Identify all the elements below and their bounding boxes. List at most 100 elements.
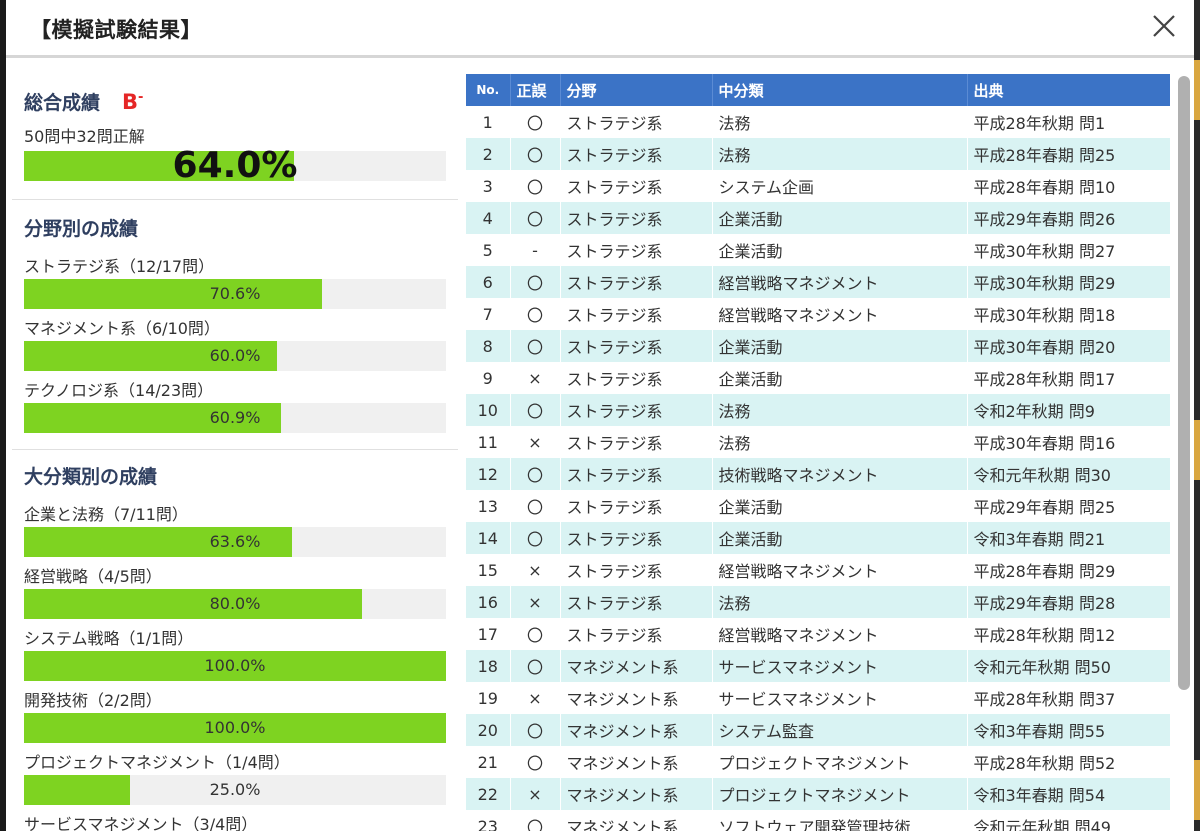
- score-progress-bar: 70.6%: [24, 279, 446, 309]
- field-cell: マネジメント系: [560, 682, 713, 714]
- backdrop-left-edge: [0, 0, 6, 831]
- table-row[interactable]: 17 〇ストラテジ系 経営戦略マネジメント 平成28年秋期 問12: [466, 618, 1170, 650]
- table-row[interactable]: 15 × ストラテジ系 経営戦略マネジメント 平成28年春期 問29: [466, 554, 1170, 586]
- field-cell: マネジメント系: [560, 650, 713, 682]
- source-cell: 平成29年春期 問26: [967, 202, 1170, 234]
- scrollbar-thumb[interactable]: [1178, 76, 1190, 690]
- table-row[interactable]: 6 〇ストラテジ系 経営戦略マネジメント 平成30年秋期 問29: [466, 266, 1170, 298]
- table-row[interactable]: 8 〇ストラテジ系 企業活動 平成30年春期 問20: [466, 330, 1170, 362]
- score-item-label: テクノロジ系（14/23問）: [24, 381, 214, 400]
- category-cell: サービスマネジメント: [712, 650, 968, 682]
- row-number: 1: [466, 106, 511, 138]
- table-row[interactable]: 2 〇ストラテジ系 法務 平成28年春期 問25: [466, 138, 1170, 170]
- score-progress-fill: [24, 589, 362, 619]
- category-heading: 大分類別の成績: [24, 466, 158, 488]
- category-cell: 経営戦略マネジメント: [712, 554, 968, 586]
- correctness-mark: 〇: [510, 202, 561, 234]
- source-cell: 令和元年秋期 問50: [967, 650, 1170, 682]
- grade-letter: B: [122, 90, 139, 114]
- correctness-mark: 〇: [510, 810, 561, 831]
- row-number: 2: [466, 138, 511, 170]
- table-row[interactable]: 9 × ストラテジ系 企業活動 平成28年秋期 問17: [466, 362, 1170, 394]
- table-row[interactable]: 11 × ストラテジ系 法務 平成30年春期 問16: [466, 426, 1170, 458]
- close-button[interactable]: [1148, 10, 1180, 42]
- category-cell: 法務: [712, 138, 968, 170]
- score-progress-fill: [24, 651, 446, 681]
- source-cell: 令和3年春期 問55: [967, 714, 1170, 746]
- table-row[interactable]: 19 × マネジメント系 サービスマネジメント 平成28年秋期 問37: [466, 682, 1170, 714]
- row-number: 7: [466, 298, 511, 330]
- table-row[interactable]: 22 × マネジメント系 プロジェクトマネジメント 令和3年春期 問54: [466, 778, 1170, 810]
- category-cell: 法務: [712, 426, 968, 458]
- source-cell: 平成30年春期 問16: [967, 426, 1170, 458]
- source-cell: 令和元年秋期 問30: [967, 458, 1170, 490]
- field-cell: ストラテジ系: [560, 586, 713, 618]
- row-number: 18: [466, 650, 511, 682]
- overall-count: 50問中32問正解: [24, 127, 145, 146]
- source-cell: 平成28年春期 問25: [967, 138, 1170, 170]
- category-cell: 経営戦略マネジメント: [712, 266, 968, 298]
- table-row[interactable]: 16 × ストラテジ系 法務 平成29年春期 問28: [466, 586, 1170, 618]
- row-number: 11: [466, 426, 511, 458]
- score-item-label: 企業と法務（7/11問）: [24, 505, 188, 524]
- table-row[interactable]: 10 〇ストラテジ系 法務 令和2年秋期 問9: [466, 394, 1170, 426]
- table-row[interactable]: 20 〇マネジメント系 システム監査 令和3年春期 問55: [466, 714, 1170, 746]
- table-row[interactable]: 14 〇ストラテジ系 企業活動 令和3年春期 問21: [466, 522, 1170, 554]
- category-cell: 経営戦略マネジメント: [712, 618, 968, 650]
- field-cell: ストラテジ系: [560, 330, 713, 362]
- field-cell: ストラテジ系: [560, 298, 713, 330]
- source-cell: 平成28年秋期 問1: [967, 106, 1170, 138]
- source-cell: 令和3年春期 問54: [967, 778, 1170, 810]
- row-number: 12: [466, 458, 511, 490]
- results-table-panel: No. 正誤 分野 中分類 出典 1 〇ストラテジ系 法務 平成28年秋期 問1 2 〇ス…: [466, 74, 1170, 831]
- backdrop-stripe: [1194, 760, 1200, 820]
- results-table: No. 正誤 分野 中分類 出典 1 〇ストラテジ系 法務 平成28年秋期 問1 2 〇ス…: [466, 74, 1170, 831]
- overall-section: 総合成績 B- 50問中32問正解 64.0%: [12, 70, 458, 186]
- row-number: 19: [466, 682, 511, 714]
- correctness-mark: 〇: [510, 490, 561, 522]
- header-field: 分野: [560, 74, 713, 106]
- table-row[interactable]: 7 〇ストラテジ系 経営戦略マネジメント 平成30年秋期 問18: [466, 298, 1170, 330]
- table-row[interactable]: 23 〇マネジメント系 ソフトウェア開発管理技術 令和元年秋期 問49: [466, 810, 1170, 831]
- score-progress-bar: 60.9%: [24, 403, 446, 433]
- source-cell: 平成30年秋期 問27: [967, 234, 1170, 266]
- score-percent: 60.9%: [209, 408, 261, 427]
- field-cell: マネジメント系: [560, 810, 713, 831]
- backdrop-stripe: [1194, 420, 1200, 480]
- row-number: 6: [466, 266, 511, 298]
- field-cell: ストラテジ系: [560, 522, 713, 554]
- category-cell: 企業活動: [712, 202, 968, 234]
- table-row[interactable]: 12 〇ストラテジ系 技術戦略マネジメント 令和元年秋期 問30: [466, 458, 1170, 490]
- category-cell: 技術戦略マネジメント: [712, 458, 968, 490]
- source-cell: 令和2年秋期 問9: [967, 394, 1170, 426]
- row-number: 5: [466, 234, 511, 266]
- row-number: 9: [466, 362, 511, 394]
- score-progress-bar: 100.0%: [24, 651, 446, 681]
- correctness-mark: 〇: [510, 650, 561, 682]
- row-number: 4: [466, 202, 511, 234]
- table-row[interactable]: 3 〇ストラテジ系 システム企画 平成28年春期 問10: [466, 170, 1170, 202]
- row-number: 23: [466, 810, 511, 831]
- header-no: No.: [466, 74, 511, 106]
- score-progress-bar: 63.6%: [24, 527, 446, 557]
- source-cell: 平成28年春期 問10: [967, 170, 1170, 202]
- score-percent: 70.6%: [209, 284, 261, 303]
- correctness-mark: 〇: [510, 266, 561, 298]
- field-cell: ストラテジ系: [560, 394, 713, 426]
- table-row[interactable]: 4 〇ストラテジ系 企業活動 平成29年春期 問26: [466, 202, 1170, 234]
- source-cell: 平成29年春期 問25: [967, 490, 1170, 522]
- table-row[interactable]: 18 〇マネジメント系 サービスマネジメント 令和元年秋期 問50: [466, 650, 1170, 682]
- table-row[interactable]: 5- ストラテジ系 企業活動 平成30年秋期 問27: [466, 234, 1170, 266]
- source-cell: 令和元年秋期 問49: [967, 810, 1170, 831]
- score-percent: 25.0%: [209, 780, 261, 799]
- category-cell: 企業活動: [712, 330, 968, 362]
- table-row[interactable]: 21 〇マネジメント系 プロジェクトマネジメント 平成28年秋期 問52: [466, 746, 1170, 778]
- table-row[interactable]: 1 〇ストラテジ系 法務 平成28年秋期 問1: [466, 106, 1170, 138]
- source-cell: 平成28年秋期 問37: [967, 682, 1170, 714]
- score-progress-fill: [24, 403, 281, 433]
- category-cell: 経営戦略マネジメント: [712, 298, 968, 330]
- field-cell: ストラテジ系: [560, 138, 713, 170]
- header-source: 出典: [967, 74, 1170, 106]
- table-row[interactable]: 13 〇ストラテジ系 企業活動 平成29年春期 問25: [466, 490, 1170, 522]
- score-item-label: 開発技術（2/2問）: [24, 691, 162, 710]
